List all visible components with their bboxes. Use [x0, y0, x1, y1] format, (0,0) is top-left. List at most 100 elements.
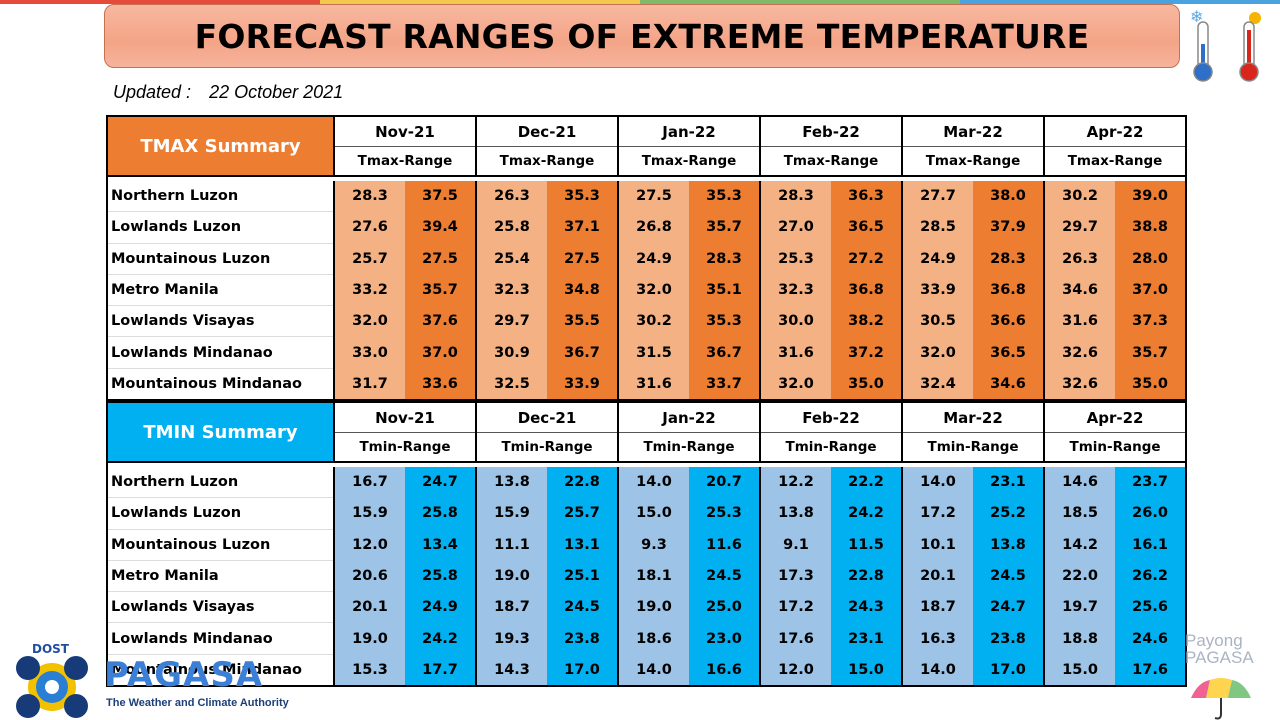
range-min-value: 30.2	[617, 305, 689, 337]
range-max-value: 26.0	[1115, 497, 1188, 530]
range-min-value: 25.4	[475, 243, 547, 275]
range-max-value: 35.3	[547, 181, 619, 212]
month-header: Apr-22	[1043, 401, 1188, 433]
range-min-value: 31.6	[1043, 305, 1116, 337]
range-min-value: 18.5	[1043, 497, 1116, 530]
summary-label: TMAX Summary	[106, 115, 335, 177]
month-header: Feb-22	[759, 115, 904, 147]
range-min-value: 32.3	[475, 274, 547, 306]
range-min-value: 16.3	[901, 622, 974, 655]
range-min-value: 26.8	[617, 211, 689, 244]
range-min-value: 14.0	[901, 654, 974, 688]
range-max-value: 35.0	[831, 368, 904, 402]
range-max-value: 36.6	[973, 305, 1046, 337]
range-max-value: 37.9	[973, 211, 1046, 244]
range-min-value: 14.6	[1043, 467, 1116, 498]
range-min-value: 32.0	[759, 368, 832, 402]
range-min-value: 32.5	[475, 368, 547, 402]
range-min-value: 33.9	[901, 274, 974, 306]
range-max-value: 23.0	[689, 622, 762, 655]
table-row: Metro Manila 20.6 25.8 19.0 25.1 18.1 24.5 17.3…	[106, 560, 1188, 593]
range-min-value: 30.9	[475, 336, 547, 369]
updated-date: 22 October 2021	[209, 82, 344, 102]
table-row: Lowlands Luzon 15.9 25.8 15.9 25.7 15.0 25.3 13…	[106, 497, 1188, 530]
range-max-value: 35.3	[689, 181, 762, 212]
range-min-value: 34.6	[1043, 274, 1116, 306]
range-min-value: 18.8	[1043, 622, 1116, 655]
range-max-value: 37.6	[405, 305, 477, 337]
range-max-value: 23.7	[1115, 467, 1188, 498]
range-min-value: 17.2	[759, 591, 832, 623]
cold-thermometer-icon: ❄	[1190, 9, 1213, 82]
range-max-value: 13.4	[405, 529, 477, 561]
payong-pagasa-logo: Payong PAGASA	[1185, 632, 1254, 666]
range-min-value: 31.6	[759, 336, 832, 369]
tmax-summary-table: TMAX Summary Nov-21 Dec-21 Jan-22 Feb-22 Mar-…	[105, 115, 1188, 402]
payong-text: Payong	[1185, 631, 1243, 650]
range-min-value: 14.0	[617, 467, 689, 498]
month-header: Jan-22	[616, 401, 762, 433]
range-max-value: 24.2	[831, 497, 904, 530]
range-max-value: 38.0	[973, 181, 1046, 212]
range-min-value: 12.2	[759, 467, 832, 498]
range-label: Tmax-Range	[759, 146, 904, 176]
range-max-value: 24.5	[547, 591, 619, 623]
pagasa-wordmark: PAGASA	[104, 655, 264, 695]
range-max-value: 25.2	[973, 497, 1046, 530]
table-row: Lowlands Visayas 20.1 24.9 18.7 24.5 19.0 25.0…	[106, 591, 1188, 624]
range-max-value: 13.1	[547, 529, 619, 561]
range-max-value: 17.7	[405, 654, 477, 688]
range-min-value: 18.6	[617, 622, 689, 655]
range-label: Tmax-Range	[1043, 146, 1188, 176]
range-min-value: 18.1	[617, 560, 689, 592]
range-max-value: 36.7	[689, 336, 762, 369]
range-max-value: 25.1	[547, 560, 619, 592]
range-max-value: 27.2	[831, 243, 904, 275]
range-max-value: 33.9	[547, 368, 619, 402]
range-min-value: 25.3	[759, 243, 832, 275]
range-min-value: 20.1	[901, 560, 974, 592]
range-max-value: 37.5	[405, 181, 477, 212]
range-max-value: 11.5	[831, 529, 904, 561]
range-max-value: 25.3	[689, 497, 762, 530]
updated-line: Updated : 22 October 2021	[113, 82, 343, 103]
range-max-value: 34.8	[547, 274, 619, 306]
range-min-value: 27.7	[901, 181, 974, 212]
range-max-value: 34.6	[973, 368, 1046, 402]
month-header: Nov-21	[333, 401, 477, 433]
range-min-value: 10.1	[901, 529, 974, 561]
range-max-value: 37.2	[831, 336, 904, 369]
range-min-value: 18.7	[901, 591, 974, 623]
range-min-value: 24.9	[617, 243, 689, 275]
table-row: Northern Luzon 28.3 37.5 26.3 35.3 27.5 35.3 28…	[106, 181, 1188, 213]
month-header: Dec-21	[475, 115, 619, 147]
range-max-value: 36.7	[547, 336, 619, 369]
range-max-value: 24.7	[405, 467, 477, 498]
range-min-value: 19.0	[475, 560, 547, 592]
range-max-value: 36.8	[831, 274, 904, 306]
range-max-value: 20.7	[689, 467, 762, 498]
range-max-value: 37.3	[1115, 305, 1188, 337]
updated-label: Updated :	[113, 82, 192, 102]
range-max-value: 35.7	[1115, 336, 1188, 369]
range-label: Tmax-Range	[333, 146, 477, 176]
range-min-value: 14.0	[617, 654, 689, 688]
region-name: Mountainous Luzon	[106, 243, 334, 275]
top-color-bar	[0, 0, 1280, 4]
month-header-row: TMIN Summary Nov-21 Dec-21 Jan-22 Feb-22 Mar-…	[106, 401, 1188, 463]
region-name: Metro Manila	[106, 560, 334, 593]
page-title: FORECAST RANGES OF EXTREME TEMPERATURE	[194, 16, 1090, 56]
hot-thermometer-icon	[1239, 12, 1261, 82]
range-max-value: 17.0	[973, 654, 1046, 688]
spacer-cell	[105, 175, 1188, 181]
range-max-value: 23.1	[973, 467, 1046, 498]
month-header: Feb-22	[759, 401, 904, 433]
range-max-value: 28.3	[689, 243, 762, 275]
range-min-value: 18.7	[475, 591, 547, 623]
region-name: Lowlands Luzon	[106, 211, 334, 244]
range-max-value: 15.0	[831, 654, 904, 688]
table-row: Metro Manila 33.2 35.7 32.3 34.8 32.0 35.1 32.3…	[106, 274, 1188, 307]
range-min-value: 13.8	[475, 467, 547, 498]
range-min-value: 27.0	[759, 211, 832, 244]
month-header: Jan-22	[616, 115, 762, 147]
